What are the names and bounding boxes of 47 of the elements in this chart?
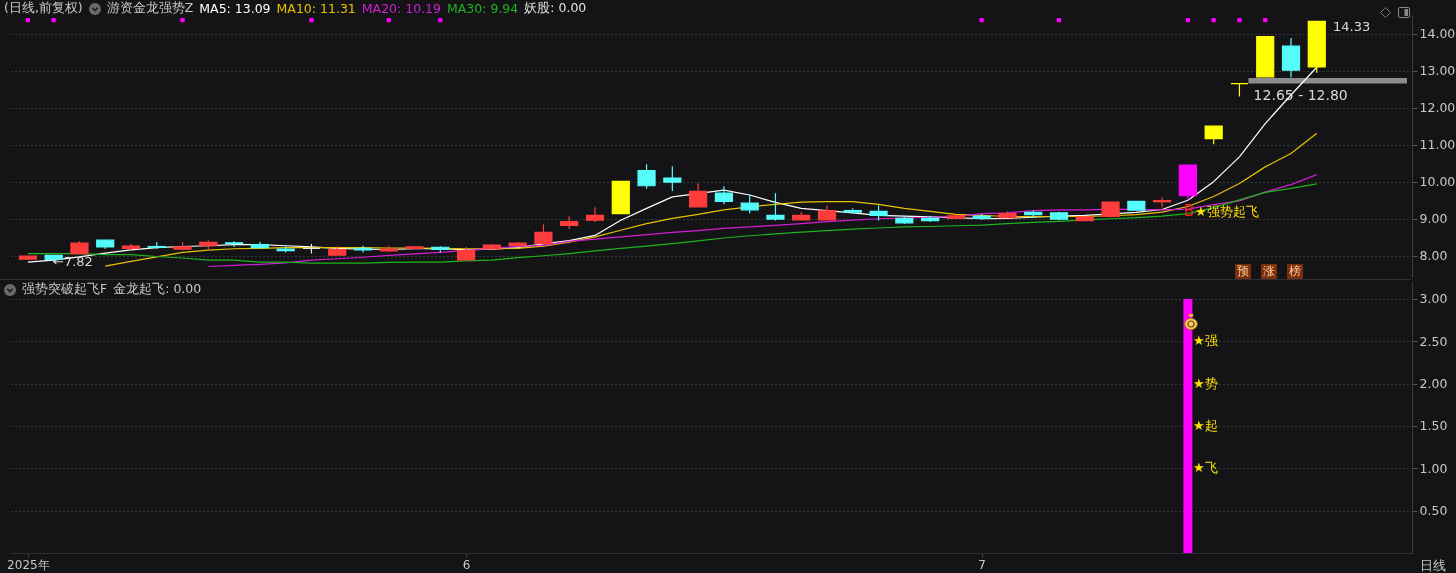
y-tick-label: 8.00 [1419,248,1448,264]
text: MA20: 10.19 [361,1,442,16]
x-tick-label: 6 [462,557,471,572]
candlestick [689,182,708,208]
candlestick [766,192,785,222]
annotation: ★飞 [1193,459,1218,477]
text: 妖股: 0.00 [524,0,587,17]
line-series [104,132,1318,267]
y-tick-label: 0.50 [1419,503,1448,519]
annotation: 14.33 [1333,19,1371,34]
x-tick-label: 7 [978,557,986,572]
annotation: 预 [1235,264,1251,279]
candlestick [663,165,682,192]
line-series [27,183,1318,264]
y-tick-label: 10.00 [1419,174,1456,190]
chart-subtitle: 游资金龙强势Z [106,0,194,17]
annotation: 涨 [1261,264,1277,279]
text: MA10: 11.31 [276,1,356,16]
candlestick [714,185,733,205]
y-tick-label: 11.00 [1419,137,1456,153]
y-tick-label: 14.00 [1419,26,1456,42]
band-label: 12.65 - 12.80 [1253,86,1348,103]
text: MA30: 9.94 [447,1,519,16]
chart-subtitle: 金龙起飞: 0.00 [113,281,202,298]
annotation: ★强 [1193,332,1218,350]
x-tick-label: 2025年 [7,557,50,572]
candlestick [1204,125,1223,145]
candlestick [637,163,656,190]
y-tick-label: 2.00 [1419,376,1448,392]
annotation: ★势 [1193,375,1218,393]
annotation: 榜 [1287,264,1303,279]
chart-title: (日线,前复权) [4,0,83,17]
y-tick-label: 13.00 [1419,63,1456,79]
candlestick [585,206,605,223]
y-tick-label: 12.00 [1419,100,1456,116]
text: MA5: 13.09 [199,1,271,16]
candlestick [534,223,553,245]
annotation: ★起 [1193,417,1218,435]
annotation: ←7.82 [53,254,93,269]
candlestick [225,240,244,248]
y-tick-label: 1.50 [1419,418,1448,434]
y-tick-label: 2.50 [1419,333,1448,349]
chart-title: 强势突破起飞F [22,281,108,298]
y-tick-label: 9.00 [1419,211,1448,227]
y-tick-label: 1.00 [1419,460,1448,476]
text: 日线 [1420,557,1446,573]
y-tick-label: 3.00 [1419,291,1448,307]
